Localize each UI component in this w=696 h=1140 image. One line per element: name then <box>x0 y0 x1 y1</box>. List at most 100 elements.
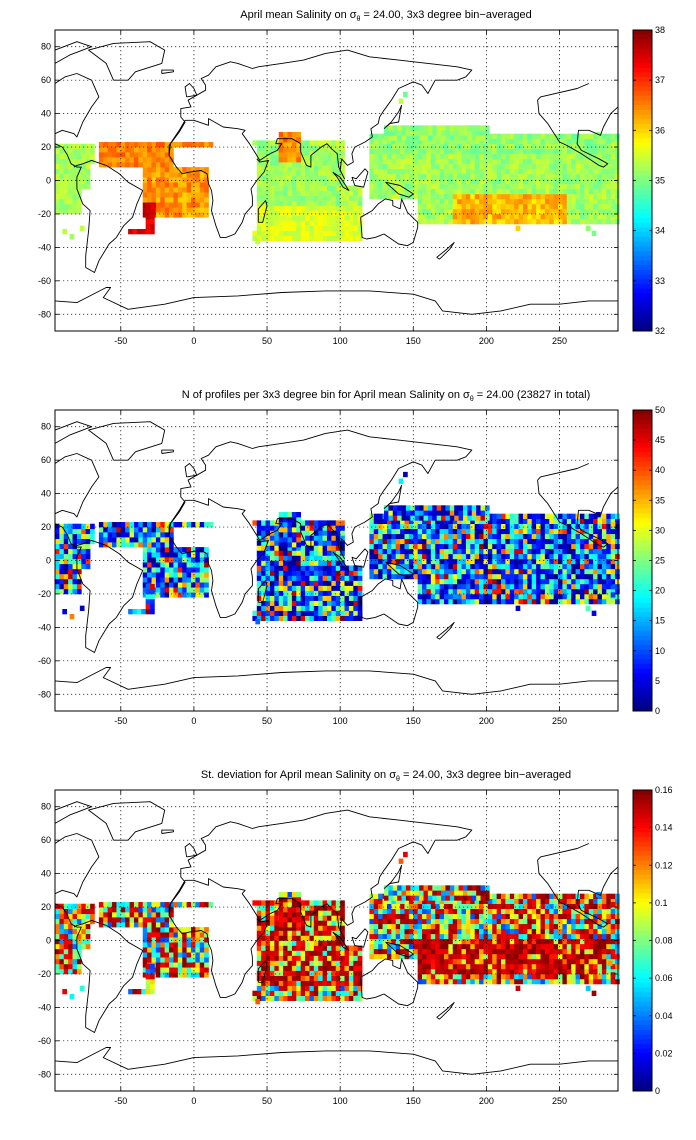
heatmap-cell <box>527 543 533 550</box>
heatmap-cell <box>287 975 293 981</box>
heatmap-cell <box>474 213 480 220</box>
heatmap-cell <box>160 937 165 943</box>
heatmap-cell <box>261 605 266 611</box>
heatmap-cell <box>283 995 288 1001</box>
heatmap-cell <box>522 153 528 160</box>
heatmap-cell <box>322 975 328 981</box>
heatmap-cell <box>606 168 611 175</box>
heatmap-cell <box>457 218 462 225</box>
heatmap-cell <box>199 142 205 148</box>
colorbar-tick-label: 5 <box>655 676 660 686</box>
heatmap-cell <box>540 218 546 225</box>
heatmap-cell <box>553 563 559 570</box>
heatmap-cell <box>531 513 537 519</box>
heatmap-cell <box>287 980 293 986</box>
heatmap-cell <box>291 580 297 586</box>
heatmap-cell <box>340 205 345 211</box>
heatmap-cell <box>401 510 407 516</box>
heatmap-cell <box>68 943 73 950</box>
heatmap-cell <box>287 930 293 936</box>
heatmap-cell <box>439 588 445 595</box>
heatmap-cell <box>584 153 590 160</box>
heatmap-cell <box>164 952 170 958</box>
heatmap-cell <box>422 198 427 205</box>
heatmap-cell <box>76 153 82 160</box>
heatmap-cell <box>430 523 436 530</box>
heatmap-cell <box>439 528 445 535</box>
heatmap-cell <box>584 568 590 575</box>
heatmap-cell <box>164 907 170 913</box>
heatmap-cell <box>448 153 454 160</box>
heatmap-cell <box>309 550 315 556</box>
heatmap-cell <box>331 575 337 581</box>
heatmap-cell <box>147 152 152 158</box>
heatmap-cell <box>571 583 576 590</box>
heatmap-cell <box>63 163 69 170</box>
heatmap-cell <box>300 235 306 241</box>
heatmap-cell <box>313 985 319 991</box>
heatmap-cell <box>395 933 401 940</box>
heatmap-cell <box>378 953 383 960</box>
heatmap-cell <box>344 980 350 986</box>
heatmap-cell <box>457 208 462 215</box>
heatmap-cell <box>430 578 436 585</box>
heatmap-cell <box>400 143 405 150</box>
heatmap-cell <box>151 187 157 193</box>
heatmap-cell <box>269 935 275 941</box>
heatmap-cell <box>404 173 410 180</box>
heatmap-cell <box>138 162 144 168</box>
heatmap-cell <box>496 183 502 190</box>
heatmap-cell <box>107 542 113 548</box>
heatmap-cell <box>72 178 78 185</box>
heatmap-cell <box>575 178 581 185</box>
heatmap-cell <box>182 567 187 573</box>
heatmap-cell <box>199 522 205 528</box>
heatmap-cell <box>278 615 284 621</box>
heatmap-cell <box>382 923 388 930</box>
heatmap-cell <box>413 898 418 905</box>
heatmap-cell <box>392 135 398 141</box>
heatmap-cell <box>606 188 611 195</box>
heatmap-cell <box>430 553 436 560</box>
heatmap-cell <box>326 190 332 196</box>
coastline <box>436 241 455 260</box>
heatmap-cell <box>405 135 411 141</box>
heatmap-cell <box>579 138 585 145</box>
heatmap-cell <box>465 148 471 155</box>
heatmap-cell <box>331 525 337 531</box>
heatmap-cell <box>326 200 332 206</box>
heatmap-cell <box>309 535 315 541</box>
heatmap-cell <box>439 178 445 185</box>
heatmap-cell <box>439 158 445 165</box>
heatmap-cell <box>408 903 414 910</box>
heatmap-cell <box>296 590 301 596</box>
heatmap-cell <box>501 203 506 210</box>
heatmap-cell <box>160 912 165 918</box>
heatmap-cell <box>382 553 388 560</box>
heatmap-cell <box>72 523 78 530</box>
heatmap-cell <box>435 163 440 170</box>
heatmap-cell <box>386 553 392 560</box>
heatmap-cell <box>522 218 528 225</box>
heatmap-cell <box>164 572 170 578</box>
heatmap-cell <box>142 522 148 528</box>
heatmap-cell <box>553 183 559 190</box>
heatmap-cell <box>274 175 280 181</box>
heatmap-cell <box>300 555 306 561</box>
heatmap-cell <box>69 614 75 620</box>
heatmap-cell <box>208 522 214 528</box>
heatmap-cell <box>283 152 288 158</box>
heatmap-cell <box>566 588 572 595</box>
heatmap-cell <box>265 560 271 566</box>
heatmap-cell <box>443 538 449 545</box>
heatmap-cell <box>549 583 554 590</box>
heatmap-cell <box>269 955 275 961</box>
heatmap-cell <box>265 235 271 241</box>
heatmap-cell <box>357 230 363 236</box>
heatmap-cell <box>553 543 559 550</box>
heatmap-cell <box>287 235 293 241</box>
heatmap-cell <box>138 152 144 158</box>
heatmap-cell <box>90 533 95 540</box>
heatmap-cell <box>81 553 87 560</box>
heatmap-cell <box>435 528 440 535</box>
